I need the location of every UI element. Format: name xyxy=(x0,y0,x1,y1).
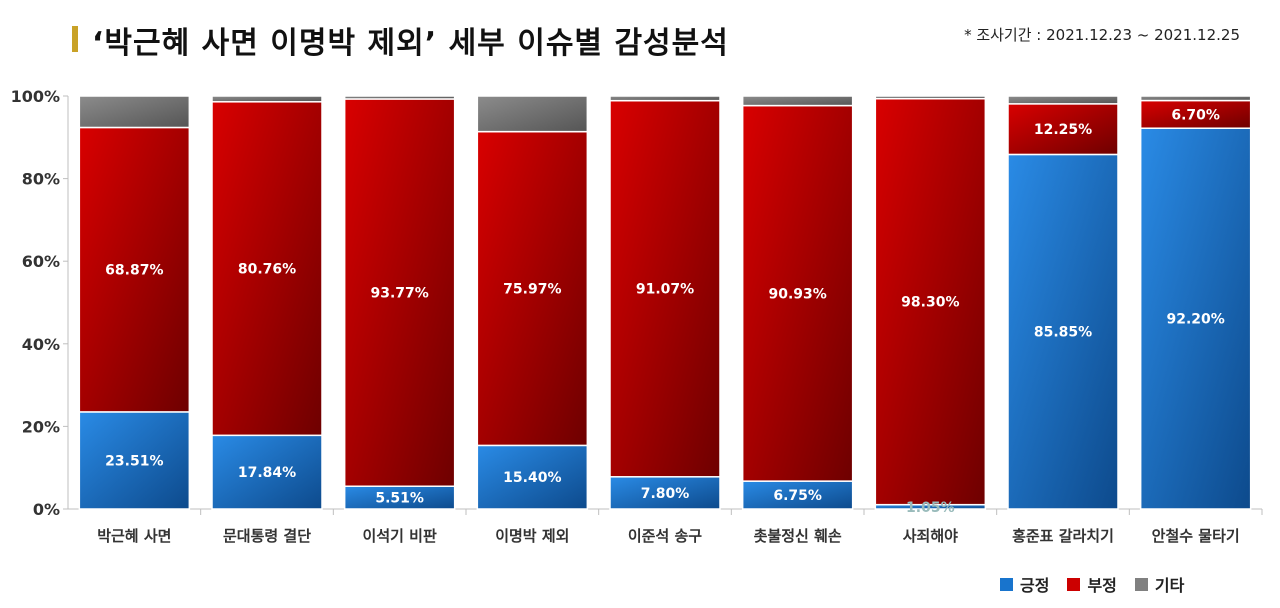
bar-segment-positive xyxy=(609,476,721,510)
bar-segment-negative xyxy=(741,104,854,482)
data-label-positive: 85.85% xyxy=(1034,325,1092,341)
x-tick-label: 박근혜 사면 xyxy=(97,527,171,545)
data-label-negative: 93.77% xyxy=(371,286,429,302)
legend-swatch-other xyxy=(1134,577,1148,591)
x-tick-label: 이석기 비판 xyxy=(363,527,437,545)
y-tick-label: 40% xyxy=(22,335,60,354)
data-label-negative: 98.30% xyxy=(901,295,959,311)
data-label-positive: 5.51% xyxy=(375,491,424,507)
legend-item-negative: 부정 xyxy=(1067,572,1117,596)
legend-item-other: 기타 xyxy=(1134,572,1185,596)
legend-label-negative: 부정 xyxy=(1087,576,1117,595)
bar-segment-positive xyxy=(741,480,854,510)
legend-swatch-negative xyxy=(1067,577,1081,591)
data-label-negative: 90.93% xyxy=(769,286,827,302)
legend: 긍정 부정 기타 xyxy=(1000,572,1184,596)
data-label-negative: 6.70% xyxy=(1171,107,1220,123)
legend-label-other: 기타 xyxy=(1154,576,1185,595)
x-tick-label: 이명박 제외 xyxy=(495,527,569,545)
y-tick-label: 100% xyxy=(11,87,60,106)
x-tick-label: 사죄해야 xyxy=(903,527,958,545)
x-tick-label: 촛불정신 훼손 xyxy=(754,527,842,545)
bar-segment-positive xyxy=(1139,127,1252,510)
bar-segment-negative xyxy=(78,126,191,413)
y-tick-label: 0% xyxy=(33,500,60,519)
bar-segment-other xyxy=(1007,95,1119,105)
data-label-positive: 23.51% xyxy=(105,453,163,469)
bar-segment-positive xyxy=(1007,153,1119,510)
bar-segment-other xyxy=(343,95,456,100)
bar-segment-negative xyxy=(343,98,456,487)
x-tick-label: 홍준표 갈라치기 xyxy=(1012,527,1114,545)
data-label-negative: 91.07% xyxy=(636,282,694,298)
x-tick-label: 이준석 송구 xyxy=(628,527,702,545)
bar-segment-other xyxy=(1139,95,1252,102)
bar-segment-negative xyxy=(874,97,987,506)
y-tick-label: 20% xyxy=(22,417,60,436)
bar-segment-other xyxy=(211,95,323,103)
bar-segment-other xyxy=(78,95,191,129)
bar-segment-negative xyxy=(476,130,589,447)
x-tick-label: 안철수 물타기 xyxy=(1152,527,1240,545)
title-accent-bar xyxy=(72,26,78,52)
bar-segment-other xyxy=(476,95,589,133)
y-tick-label: 80% xyxy=(22,170,60,189)
data-label-positive: 1.05% xyxy=(906,500,955,516)
data-label-negative: 75.97% xyxy=(503,282,561,298)
bar-segment-other xyxy=(741,95,854,107)
survey-period: * 조사기간 : 2021.12.23 ~ 2021.12.25 xyxy=(964,26,1240,44)
legend-item-positive: 긍정 xyxy=(1000,572,1049,596)
x-tick-label: 문대통령 결단 xyxy=(223,527,311,545)
data-label-positive: 92.20% xyxy=(1167,312,1225,328)
bar-segment-negative xyxy=(609,99,721,478)
data-label-positive: 17.84% xyxy=(238,465,296,481)
data-label-positive: 6.75% xyxy=(773,488,822,504)
legend-label-positive: 긍정 xyxy=(1020,576,1050,595)
bar-segment-other xyxy=(874,95,987,100)
data-label-negative: 68.87% xyxy=(105,263,163,279)
data-label-positive: 7.80% xyxy=(641,486,690,502)
bar-segment-other xyxy=(609,95,721,102)
legend-swatch-positive xyxy=(1000,577,1013,591)
bar-segment-positive xyxy=(78,411,191,510)
page-title: ‘박근혜 사면 이명박 제외’ 세부 이슈별 감성분석 xyxy=(92,26,729,61)
bar-segment-positive xyxy=(211,434,323,510)
data-label-negative: 80.76% xyxy=(238,262,296,278)
data-label-negative: 12.25% xyxy=(1034,122,1092,138)
y-tick-label: 60% xyxy=(22,252,60,271)
bar-segment-negative xyxy=(1007,103,1119,156)
data-label-positive: 15.40% xyxy=(503,470,561,486)
